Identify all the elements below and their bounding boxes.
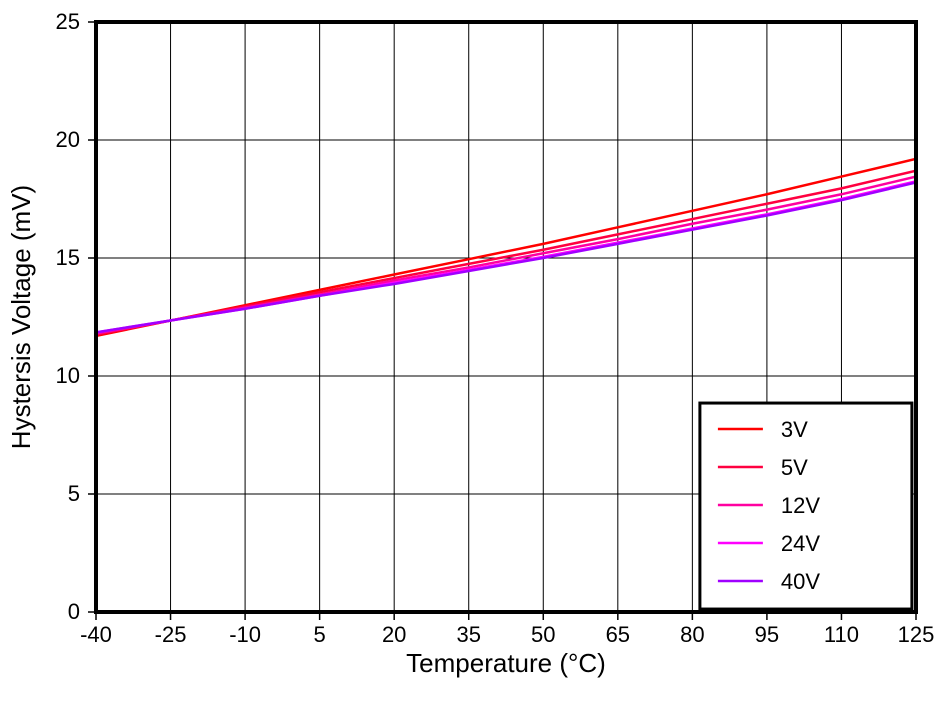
y-tick-label: 15 [56,245,80,270]
x-tick-label: 65 [606,622,630,647]
y-tick-label: 10 [56,363,80,388]
x-tick-label: 80 [680,622,704,647]
x-tick-label: -25 [155,622,187,647]
x-tick-label: -10 [229,622,261,647]
y-axis-label: Hystersis Voltage (mV) [6,185,36,449]
legend: 3V 5V 12V 24V 40V [700,403,912,609]
y-tick-label: 0 [68,599,80,624]
x-tick-label: 5 [314,622,326,647]
legend-label: 40V [781,569,820,594]
hysteresis-vs-temp-chart: -40 -25 -10 5 20 35 50 65 80 95 110 125 0 5 10 15 20 25 Te… [0,0,948,701]
legend-label: 5V [781,455,808,480]
legend-label: 24V [781,531,820,556]
x-tick-label: 20 [382,622,406,647]
x-axis-label: Temperature (°C) [406,648,606,678]
chart-container: -40 -25 -10 5 20 35 50 65 80 95 110 125 0 5 10 15 20 25 Te… [0,0,948,701]
y-tick-label: 20 [56,127,80,152]
x-tick-label: 110 [824,622,859,647]
y-tick-label: 5 [68,481,80,506]
x-tick-label: 35 [456,622,480,647]
x-tick-label: -40 [80,622,112,647]
x-tick-label: 95 [755,622,779,647]
legend-label: 3V [781,417,808,442]
x-tick-label: 125 [898,622,935,647]
x-tick-label: 50 [531,622,555,647]
y-tick-label: 25 [56,9,80,34]
legend-label: 12V [781,493,820,518]
